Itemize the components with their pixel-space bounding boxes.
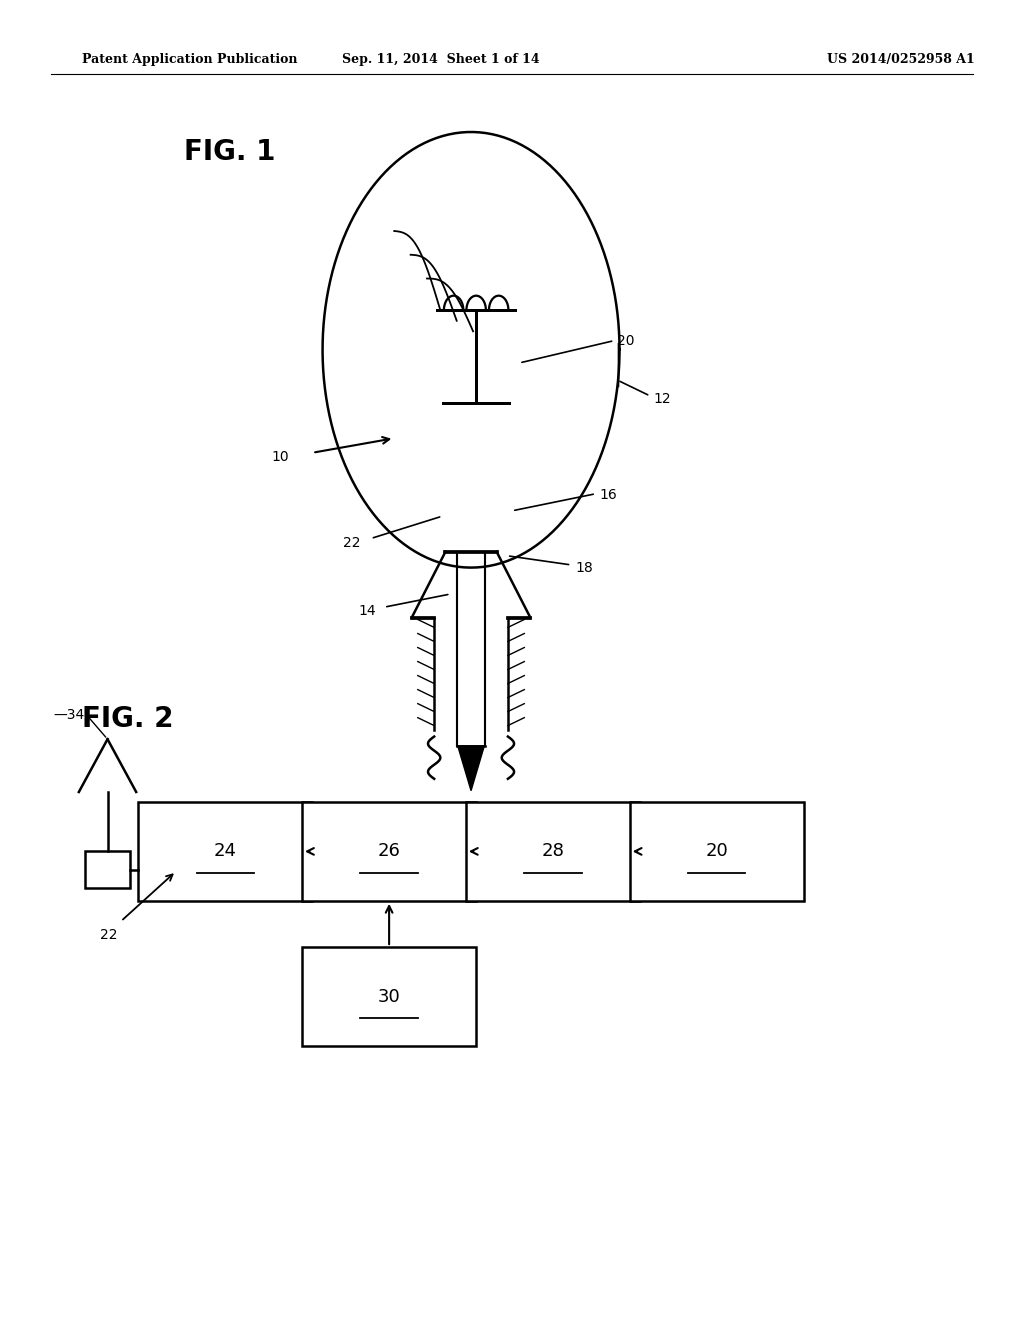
Text: Sep. 11, 2014  Sheet 1 of 14: Sep. 11, 2014 Sheet 1 of 14 [342, 53, 539, 66]
Bar [302, 801, 476, 900]
Bar [302, 948, 476, 1045]
Text: 18: 18 [575, 561, 593, 574]
Text: 12: 12 [653, 392, 671, 405]
Text: 20: 20 [617, 334, 635, 347]
Text: 26: 26 [378, 842, 400, 861]
Text: 16: 16 [599, 488, 616, 502]
Text: —34: —34 [53, 709, 85, 722]
Text: 20: 20 [706, 842, 728, 861]
Text: FIG. 1: FIG. 1 [184, 137, 275, 166]
Polygon shape [458, 746, 484, 791]
Text: 14: 14 [358, 605, 376, 618]
Text: Patent Application Publication: Patent Application Publication [82, 53, 297, 66]
Text: 10: 10 [271, 450, 289, 463]
Bar [630, 801, 804, 900]
Bar [138, 801, 312, 900]
Bar [466, 801, 640, 900]
Text: 22: 22 [100, 928, 118, 941]
Text: 24: 24 [214, 842, 237, 861]
Text: 28: 28 [542, 842, 564, 861]
Bar [85, 851, 130, 888]
Text: US 2014/0252958 A1: US 2014/0252958 A1 [827, 53, 975, 66]
Text: 30: 30 [378, 987, 400, 1006]
Text: 22: 22 [343, 536, 360, 549]
Text: FIG. 2: FIG. 2 [82, 705, 173, 734]
